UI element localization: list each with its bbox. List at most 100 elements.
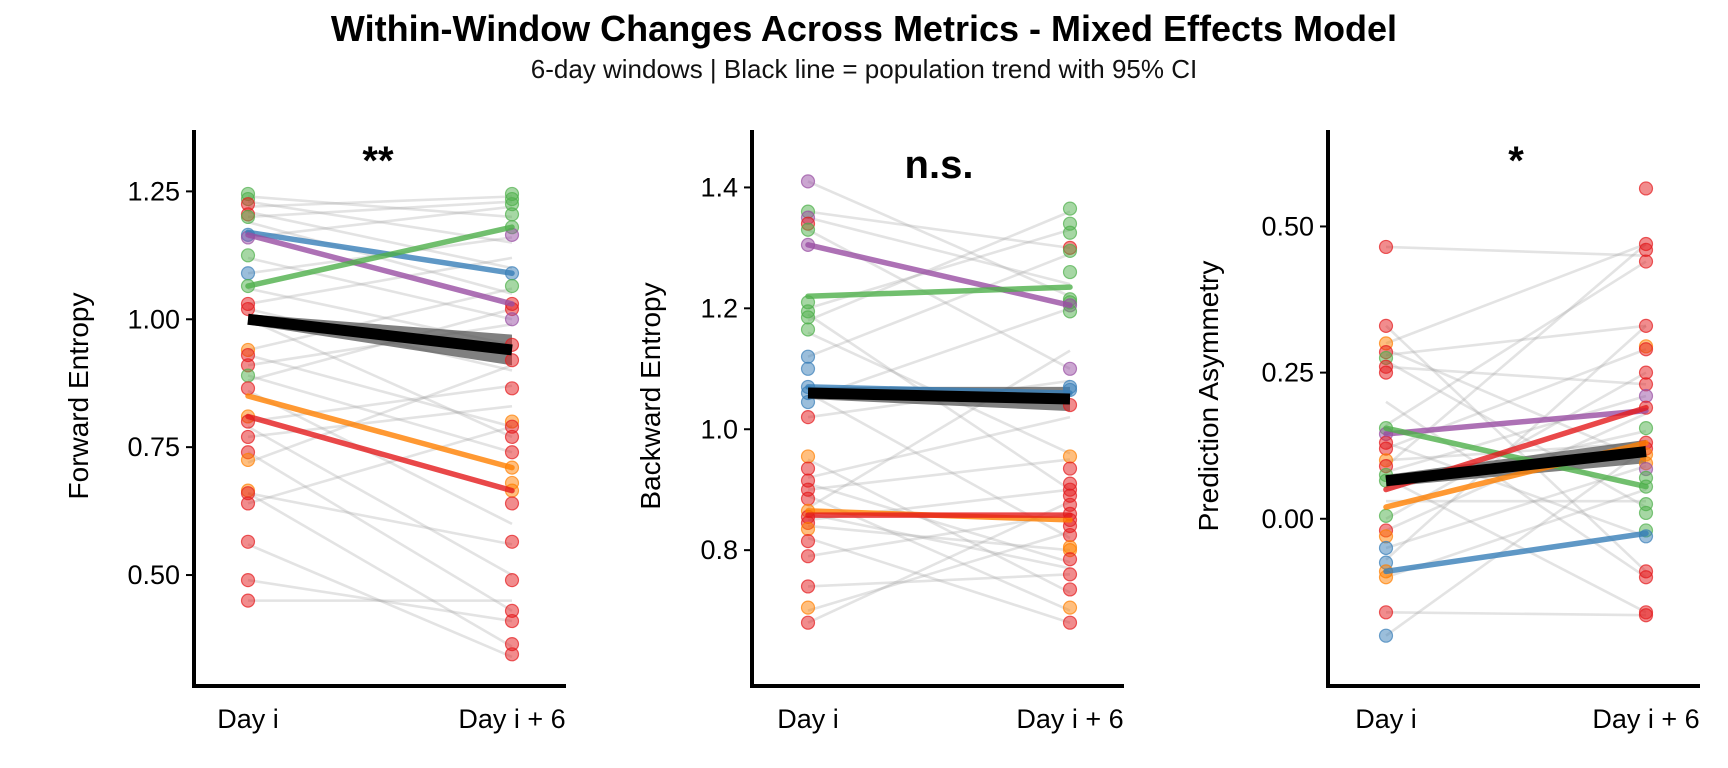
- highlight-line-green: [1383, 425, 1649, 490]
- highlight-series: [245, 224, 515, 494]
- subject-line: [247, 374, 513, 454]
- data-point: [240, 368, 256, 383]
- x-tick-label: Day i: [777, 704, 839, 734]
- y-tick-label: 1.0: [700, 414, 738, 444]
- data-point: [800, 322, 816, 337]
- subject-line: [1385, 245, 1647, 257]
- data-point: [504, 496, 520, 511]
- data-point: [1378, 318, 1394, 333]
- data-point: [1378, 365, 1394, 380]
- subject-line: [247, 200, 513, 219]
- data-points: [1378, 181, 1654, 643]
- data-point: [800, 533, 816, 549]
- subject-line: [247, 578, 513, 623]
- data-point: [240, 209, 256, 225]
- data-point: [1378, 529, 1394, 544]
- highlight-line-purple: [245, 232, 515, 307]
- subject-line: [247, 404, 513, 439]
- data-point: [1062, 225, 1078, 240]
- subject-line: [247, 491, 513, 546]
- significance-label: n.s.: [905, 143, 974, 187]
- y-tick-label: 1.2: [700, 293, 738, 323]
- data-point: [800, 615, 816, 630]
- y-tick-label: 1.4: [700, 172, 738, 202]
- y-tick-label: 0.75: [127, 432, 180, 462]
- data-point: [240, 593, 256, 608]
- subject-line: [1385, 611, 1647, 617]
- data-point: [504, 278, 520, 294]
- data-point: [1062, 552, 1078, 567]
- subject-line: [1385, 348, 1647, 462]
- subject-line: [1385, 260, 1647, 427]
- subject-line: [247, 210, 513, 270]
- significance-label: *: [1508, 139, 1524, 183]
- data-point: [504, 353, 520, 368]
- data-point: [800, 600, 816, 615]
- highlight-line-blue: [1383, 530, 1649, 575]
- data-point: [1638, 365, 1654, 380]
- y-axis-label: Forward Entropy: [63, 293, 94, 500]
- data-point: [240, 452, 256, 468]
- population-trend-line: [807, 387, 1071, 405]
- data-point: [1378, 441, 1394, 456]
- highlight-line-green: [805, 284, 1073, 299]
- data-point: [1638, 570, 1654, 585]
- data-point: [504, 429, 520, 445]
- subject-line: [807, 482, 1071, 564]
- subject-line: [247, 451, 513, 612]
- population-trend-line: [1385, 446, 1647, 487]
- subject-line: [807, 512, 1071, 570]
- data-point: [1062, 201, 1078, 216]
- data-point: [240, 496, 256, 511]
- subject-line: [807, 216, 1071, 286]
- subject-line: [807, 458, 1071, 594]
- data-point: [1638, 254, 1654, 269]
- chart-title: Within-Window Changes Across Metrics - M…: [330, 8, 1398, 49]
- subject-line: [807, 530, 1071, 612]
- subject-line: [1385, 476, 1647, 614]
- highlight-series: [805, 242, 1073, 523]
- subject-line: [807, 307, 1071, 401]
- highlight-line-purple: [805, 242, 1073, 309]
- data-point: [1638, 388, 1654, 404]
- highlight-line-blue: [245, 229, 515, 276]
- data-point: [800, 410, 816, 425]
- subject-line: [807, 458, 1071, 491]
- y-tick-label: 0.50: [1261, 211, 1314, 241]
- subject-line: [807, 349, 1071, 509]
- data-point: [1638, 608, 1654, 623]
- subject-line: [1385, 324, 1647, 357]
- highlight-line-purple: [1383, 407, 1649, 437]
- data-point: [1378, 628, 1394, 643]
- subject-line: [807, 536, 1071, 624]
- subject-line: [247, 195, 513, 209]
- subject-line: [1385, 464, 1647, 550]
- data-point: [1062, 600, 1078, 615]
- data-point: [1062, 361, 1078, 376]
- subject-line: [807, 210, 1071, 250]
- subject-line: [247, 353, 513, 428]
- subject-line: [247, 425, 513, 577]
- subject-line: [247, 425, 513, 505]
- data-point: [800, 521, 816, 537]
- data-point: [1378, 239, 1394, 255]
- data-point: [1062, 567, 1078, 582]
- subject-line: [247, 195, 513, 219]
- data-point: [1062, 461, 1078, 476]
- data-point: [1638, 242, 1654, 257]
- x-tick-label: Day i + 6: [1016, 704, 1123, 734]
- x-tick-label: Day i: [217, 704, 279, 734]
- subject-line: [247, 389, 513, 526]
- subject-line: [247, 287, 513, 352]
- data-point: [1638, 318, 1654, 333]
- data-point: [240, 266, 256, 281]
- highlight-line-green: [245, 224, 515, 289]
- data-point: [240, 573, 256, 588]
- subject-lines: [1385, 242, 1647, 637]
- subject-line: [807, 415, 1071, 479]
- subject-line: [247, 318, 513, 439]
- panel-1: 0.50 0.75 1.00 1.25 Day i Day i + 6 Forward En…: [63, 130, 566, 734]
- data-point: [800, 349, 816, 364]
- subject-line: [807, 210, 1071, 322]
- data-point: [504, 445, 520, 460]
